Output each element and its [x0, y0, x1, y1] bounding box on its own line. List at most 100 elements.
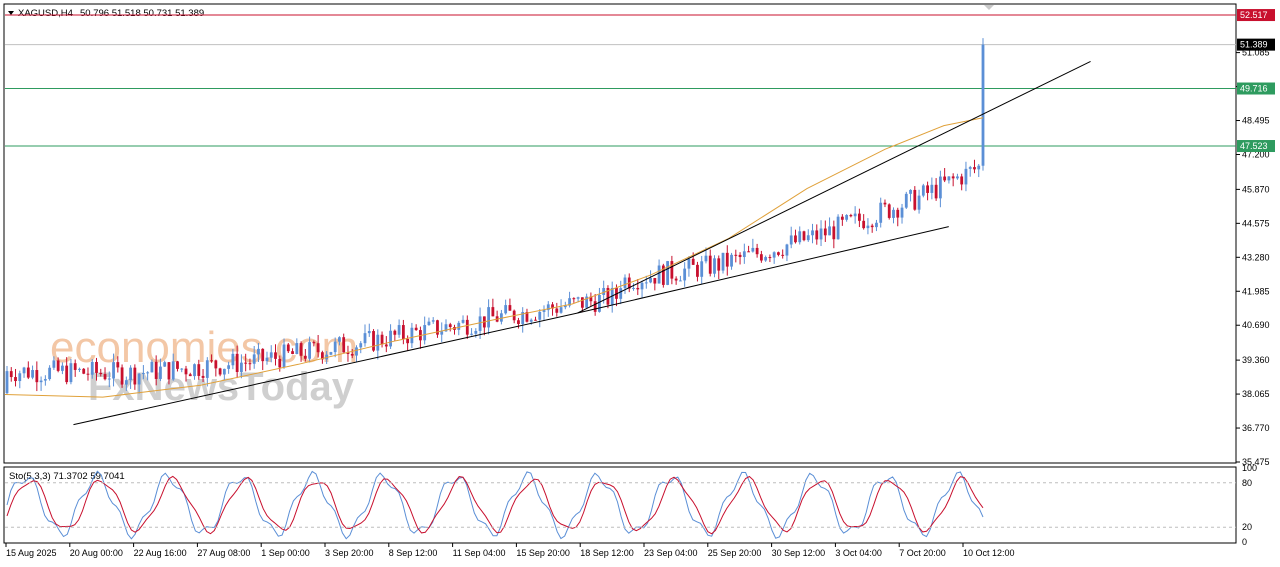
- scroll-marker-icon[interactable]: [984, 5, 994, 10]
- candle-body: [772, 252, 776, 258]
- trendlines: [73, 60, 1091, 426]
- candle-body: [632, 287, 635, 289]
- candle-body: [713, 258, 716, 274]
- candle-body: [721, 252, 725, 271]
- candle-body: [269, 352, 273, 358]
- stoch-title: Sto(5,3,3) 71.3702 59.7041: [9, 471, 125, 482]
- candle-body: [968, 167, 972, 169]
- candle-body: [35, 370, 39, 383]
- candle-body: [167, 362, 171, 380]
- candle-body: [964, 168, 968, 185]
- stoch-tick-label: 0: [1242, 537, 1247, 547]
- candle-body: [43, 379, 47, 381]
- y-tick-label: 51.085: [1242, 48, 1270, 58]
- candle-body: [764, 257, 768, 261]
- price-level-tag: [1237, 140, 1275, 153]
- candle-body: [320, 352, 324, 360]
- stoch-y-axis: 100 80 20 0: [5, 463, 1257, 547]
- candle-body: [815, 230, 819, 240]
- candle-body: [124, 380, 128, 385]
- candle-body: [303, 355, 307, 359]
- candle-body: [65, 365, 69, 383]
- candle-body: [338, 337, 341, 342]
- candle-body: [708, 255, 712, 274]
- candle-body: [291, 351, 294, 354]
- candle-body: [789, 235, 793, 245]
- candle-body: [401, 325, 405, 340]
- candle-body: [465, 319, 469, 335]
- candle-body: [828, 226, 831, 236]
- candle-body: [875, 222, 878, 228]
- candle-body: [683, 268, 687, 281]
- candle-body: [14, 377, 17, 382]
- x-tick-label: 27 Aug 08:00: [197, 548, 250, 558]
- candle-body: [5, 371, 9, 394]
- candle-body: [427, 321, 431, 326]
- candle-body: [278, 358, 282, 368]
- candle-body: [747, 251, 750, 253]
- x-tick-label: 23 Sep 04:00: [644, 548, 698, 558]
- candle-body: [738, 254, 742, 258]
- candle-body: [308, 342, 312, 359]
- candle-body: [227, 365, 231, 369]
- candle-body: [461, 319, 465, 323]
- candle-body: [316, 343, 320, 353]
- candle-body: [112, 362, 115, 379]
- candle-body: [785, 244, 789, 256]
- candle-body: [176, 361, 179, 369]
- candle-body: [730, 254, 733, 267]
- candle-body: [751, 247, 755, 252]
- candle-body: [431, 320, 435, 322]
- candle-body: [504, 305, 508, 314]
- candle-body: [598, 294, 601, 312]
- candle-body: [146, 372, 150, 374]
- candle-body: [802, 231, 806, 241]
- candle-body: [48, 367, 52, 380]
- x-tick-label: 10 Oct 12:00: [963, 548, 1015, 558]
- candle-body: [559, 307, 563, 313]
- candle-body: [188, 374, 192, 377]
- candle-body: [521, 312, 525, 324]
- candle-body: [478, 316, 482, 331]
- candle-body: [163, 362, 167, 367]
- trendline: [73, 312, 578, 426]
- candle-body: [252, 354, 256, 364]
- candle-body: [892, 209, 895, 218]
- x-tick-label: 18 Sep 12:00: [580, 548, 634, 558]
- candle-body: [141, 373, 145, 375]
- candle-body: [73, 363, 77, 370]
- candle-body: [542, 310, 546, 312]
- candle-body: [887, 204, 891, 218]
- candle-body: [704, 255, 708, 262]
- candle-body: [879, 202, 883, 223]
- stoch-tick-label: 20: [1242, 522, 1252, 532]
- candle-body: [150, 361, 154, 373]
- candle-body: [661, 265, 665, 285]
- watermark-brand1: economies.com: [50, 323, 358, 372]
- candle-body: [678, 280, 682, 282]
- candle-body: [981, 44, 985, 166]
- menu-triangle-icon[interactable]: [8, 11, 14, 15]
- candle-body: [499, 313, 503, 322]
- candle-body: [568, 298, 571, 306]
- candle-body: [333, 341, 337, 353]
- price-level-tag: [1237, 9, 1275, 22]
- candle-body: [900, 207, 904, 218]
- stoch-plot-frame: [3, 466, 1237, 544]
- candle-body: [457, 322, 461, 330]
- candle-body: [845, 215, 849, 220]
- candle-body: [934, 184, 938, 199]
- candle-body: [359, 343, 363, 348]
- candle-body: [836, 216, 840, 240]
- candle-body: [666, 261, 670, 285]
- candle-body: [777, 252, 780, 255]
- candle-body: [508, 305, 512, 311]
- candle-body: [589, 296, 593, 302]
- price-levels: [5, 14, 1236, 147]
- candle-body: [26, 367, 30, 378]
- candle-body: [244, 362, 248, 364]
- candle-body: [926, 185, 929, 193]
- x-tick-label: 15 Sep 20:00: [516, 548, 570, 558]
- candle-body: [214, 360, 218, 369]
